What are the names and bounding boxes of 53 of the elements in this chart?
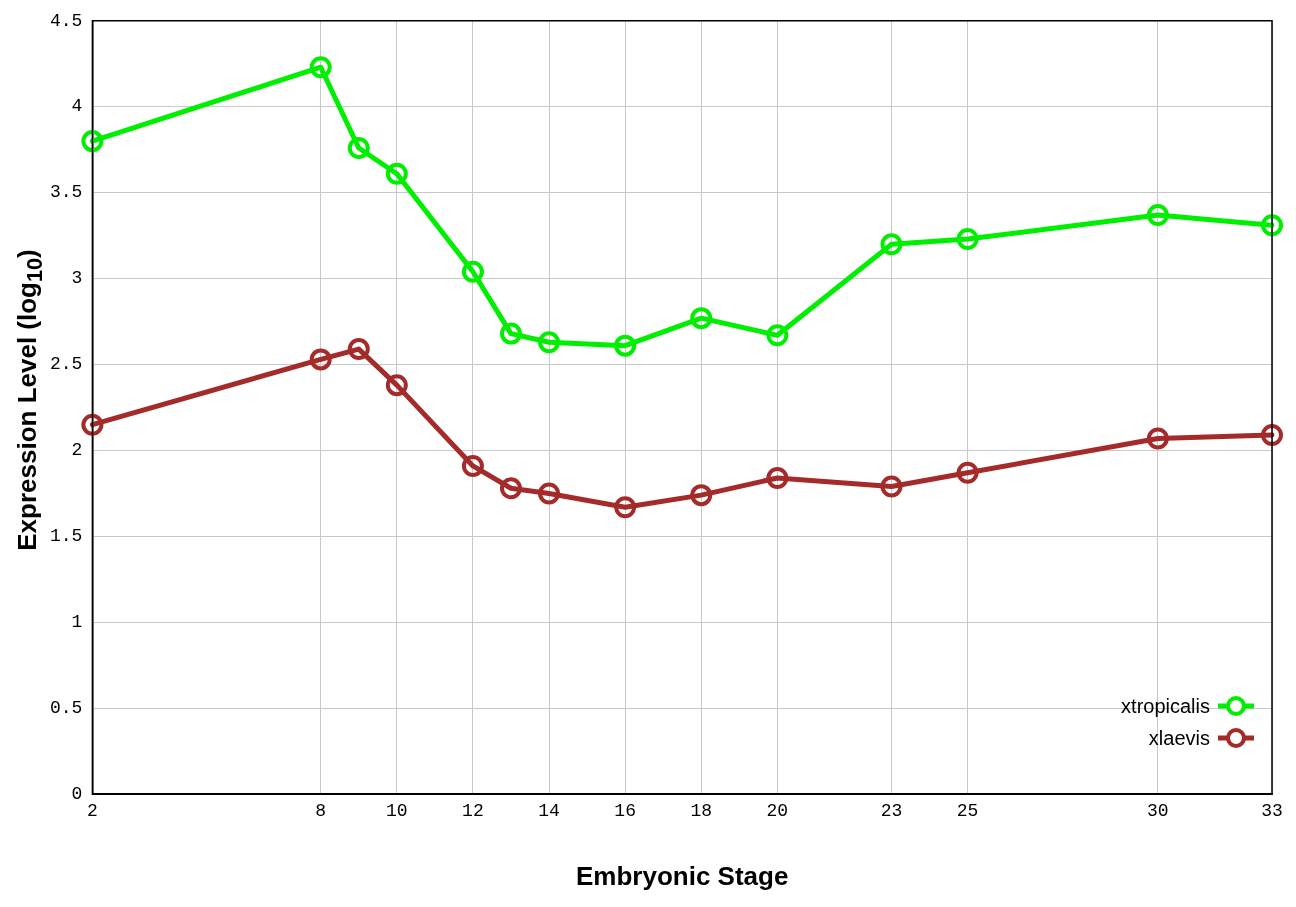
x-tick-label: 16 xyxy=(614,800,636,821)
point xyxy=(614,496,637,519)
y-tick-label: 4 xyxy=(71,96,83,117)
point xyxy=(461,454,484,477)
legend-label: xlaevis xyxy=(1148,726,1210,750)
x-tick-label: 14 xyxy=(538,800,560,821)
point xyxy=(499,477,522,500)
point xyxy=(385,374,408,397)
x-tick-label: 12 xyxy=(462,800,484,821)
y-tick-label: 1.5 xyxy=(50,526,83,547)
x-axis-title: Embryonic Stage xyxy=(576,860,789,891)
point xyxy=(690,484,713,507)
y-tick-label: 3.5 xyxy=(50,182,83,203)
point xyxy=(385,162,408,185)
point xyxy=(766,324,789,347)
x-tick-label: 23 xyxy=(880,800,903,821)
y-tick-label: 2 xyxy=(71,440,83,461)
point xyxy=(956,228,979,251)
x-tick-label: 2 xyxy=(87,800,98,821)
point xyxy=(538,482,561,505)
point xyxy=(347,338,370,361)
x-tick-label: 20 xyxy=(766,800,789,821)
point xyxy=(347,136,370,159)
legend-label: xtropicalis xyxy=(1121,694,1210,718)
point xyxy=(538,331,561,354)
y-tick-label: 3 xyxy=(71,268,83,289)
point xyxy=(309,56,332,79)
y-tick-label: 0 xyxy=(71,783,83,804)
point xyxy=(1146,427,1169,450)
point xyxy=(690,307,713,330)
point xyxy=(614,334,637,357)
point xyxy=(1261,214,1283,237)
y-tick-label: 0.5 xyxy=(50,698,83,719)
point xyxy=(880,475,903,498)
x-tick-label: 10 xyxy=(386,800,408,821)
point xyxy=(956,461,979,484)
point xyxy=(81,130,104,153)
x-tick-label: 33 xyxy=(1261,800,1283,821)
point xyxy=(1261,424,1283,446)
point xyxy=(880,233,903,256)
x-tick-label: 30 xyxy=(1147,800,1169,821)
y-tick-label: 2.5 xyxy=(50,354,83,375)
x-tick-label: 18 xyxy=(690,800,713,821)
point xyxy=(766,466,789,489)
point xyxy=(81,413,104,436)
point xyxy=(499,322,522,345)
y-tick-label: 4.5 xyxy=(50,10,83,31)
x-tick-label: 8 xyxy=(315,800,327,821)
point xyxy=(309,348,332,371)
y-tick-label: 1 xyxy=(71,612,83,633)
point xyxy=(1146,204,1169,227)
point xyxy=(461,260,484,283)
x-tick-label: 25 xyxy=(956,800,979,821)
